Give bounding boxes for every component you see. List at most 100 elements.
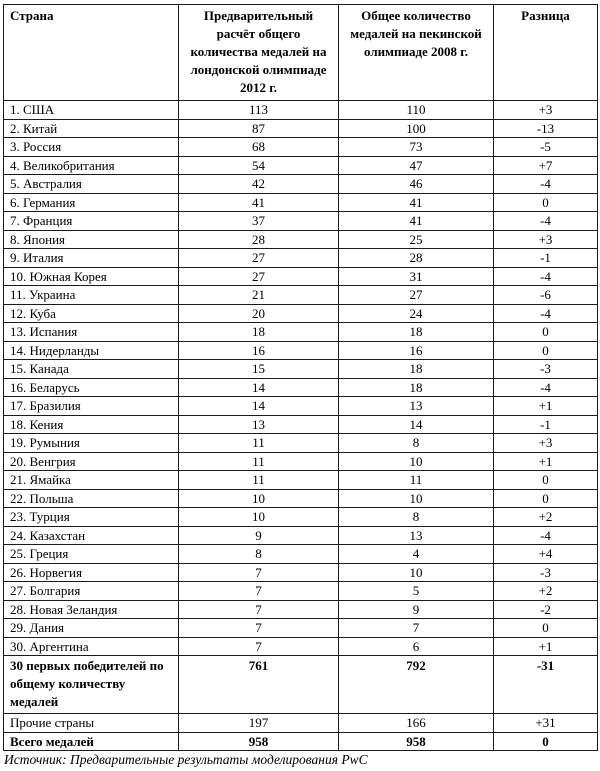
london-2012-cell: 7	[178, 599, 339, 619]
difference-cell: 0	[493, 322, 598, 342]
difference-cell: -6	[493, 285, 598, 305]
beijing-2008-cell: 13	[338, 396, 494, 416]
country-cell: 27. Болгария	[3, 581, 179, 601]
beijing-2008-cell: 8	[338, 507, 494, 527]
table-row: 2. Китай 87 100 -13	[3, 118, 598, 138]
london-2012-cell: 7	[178, 562, 339, 582]
summary-row-bold: 30 первых победителей по общему количест…	[3, 655, 598, 714]
country-cell: 11. Украина	[3, 285, 179, 305]
table-row: 23. Турция 10 8 +2	[3, 507, 598, 527]
table-row: 30. Аргентина 7 6 +1	[3, 636, 598, 656]
country-cell: 16. Беларусь	[3, 377, 179, 397]
table-row: 22. Польша 10 10 0	[3, 488, 598, 508]
london-2012-cell: 15	[178, 359, 339, 379]
table-row: 11. Украина 21 27 -6	[3, 285, 598, 305]
country-cell: 9. Италия	[3, 248, 179, 268]
table-row: 4. Великобритания 54 47 +7	[3, 155, 598, 175]
country-cell: 26. Норвегия	[3, 562, 179, 582]
difference-cell: +3	[493, 433, 598, 453]
beijing-2008-cell: 25	[338, 229, 494, 249]
beijing-2008-cell: 31	[338, 266, 494, 286]
table-row: 24. Казахстан 9 13 -4	[3, 525, 598, 545]
beijing-2008-cell: 46	[338, 174, 494, 194]
table-row: 17. Бразилия 14 13 +1	[3, 396, 598, 416]
london-2012-cell: 37	[178, 211, 339, 231]
table-row: 1. США 113 110 +3	[3, 100, 598, 120]
country-cell: 13. Испания	[3, 322, 179, 342]
table-row: 6. Германия 41 41 0	[3, 192, 598, 212]
summary-row-bold: Всего медалей 958 958 0	[3, 731, 598, 751]
difference-cell: 0	[493, 340, 598, 360]
country-cell: 15. Канада	[3, 359, 179, 379]
beijing-2008-cell: 792	[338, 655, 494, 714]
london-2012-cell: 27	[178, 266, 339, 286]
column-header-difference: Разница	[493, 4, 598, 101]
london-2012-cell: 8	[178, 544, 339, 564]
table-row: 19. Румыния 11 8 +3	[3, 433, 598, 453]
beijing-2008-cell: 41	[338, 211, 494, 231]
london-2012-cell: 761	[178, 655, 339, 714]
beijing-2008-cell: 10	[338, 488, 494, 508]
london-2012-cell: 14	[178, 396, 339, 416]
table-row: 9. Италия 27 28 -1	[3, 248, 598, 268]
beijing-2008-cell: 47	[338, 155, 494, 175]
country-cell: 28. Новая Зеландия	[3, 599, 179, 619]
country-cell: 8. Япония	[3, 229, 179, 249]
table-row: 15. Канада 15 18 -3	[3, 359, 598, 379]
difference-cell: -31	[493, 655, 598, 714]
london-2012-cell: 27	[178, 248, 339, 268]
country-cell: 19. Румыния	[3, 433, 179, 453]
country-cell: 10. Южная Корея	[3, 266, 179, 286]
beijing-2008-cell: 958	[338, 731, 494, 751]
country-cell: 2. Китай	[3, 118, 179, 138]
london-2012-cell: 9	[178, 525, 339, 545]
london-2012-cell: 16	[178, 340, 339, 360]
london-2012-cell: 18	[178, 322, 339, 342]
country-cell: Прочие страны	[3, 713, 179, 733]
difference-cell: -4	[493, 303, 598, 323]
column-header-beijing-2008: Общее количество медалей на пекинской ол…	[338, 4, 494, 101]
country-cell: 24. Казахстан	[3, 525, 179, 545]
table-row: 18. Кения 13 14 -1	[3, 414, 598, 434]
difference-cell: 0	[493, 470, 598, 490]
difference-cell: -4	[493, 211, 598, 231]
country-cell: 5. Австралия	[3, 174, 179, 194]
difference-cell: 0	[493, 731, 598, 751]
difference-cell: -4	[493, 174, 598, 194]
country-cell: 20. Венгрия	[3, 451, 179, 471]
country-cell: 21. Ямайка	[3, 470, 179, 490]
column-header-country: Страна	[3, 4, 179, 101]
london-2012-cell: 7	[178, 581, 339, 601]
difference-cell: +1	[493, 396, 598, 416]
london-2012-cell: 7	[178, 618, 339, 638]
london-2012-cell: 41	[178, 192, 339, 212]
beijing-2008-cell: 10	[338, 562, 494, 582]
difference-cell: +7	[493, 155, 598, 175]
table-row: 14. Нидерланды 16 16 0	[3, 340, 598, 360]
difference-cell: +3	[493, 100, 598, 120]
country-cell: 18. Кения	[3, 414, 179, 434]
table-row: 3. Россия 68 73 -5	[3, 137, 598, 157]
difference-cell: -4	[493, 266, 598, 286]
london-2012-cell: 7	[178, 636, 339, 656]
beijing-2008-cell: 7	[338, 618, 494, 638]
country-cell: 25. Греция	[3, 544, 179, 564]
table-row: 21. Ямайка 11 11 0	[3, 470, 598, 490]
country-cell: 22. Польша	[3, 488, 179, 508]
beijing-2008-cell: 4	[338, 544, 494, 564]
table-row: 26. Норвегия 7 10 -3	[3, 562, 598, 582]
london-2012-cell: 10	[178, 488, 339, 508]
country-cell: 17. Бразилия	[3, 396, 179, 416]
beijing-2008-cell: 18	[338, 322, 494, 342]
difference-cell: -3	[493, 359, 598, 379]
difference-cell: -2	[493, 599, 598, 619]
table-row: 27. Болгария 7 5 +2	[3, 581, 598, 601]
beijing-2008-cell: 28	[338, 248, 494, 268]
country-cell: 14. Нидерланды	[3, 340, 179, 360]
country-cell: 30. Аргентина	[3, 636, 179, 656]
table-row: 20. Венгрия 11 10 +1	[3, 451, 598, 471]
country-cell: 12. Куба	[3, 303, 179, 323]
difference-cell: 0	[493, 192, 598, 212]
country-cell: 3. Россия	[3, 137, 179, 157]
